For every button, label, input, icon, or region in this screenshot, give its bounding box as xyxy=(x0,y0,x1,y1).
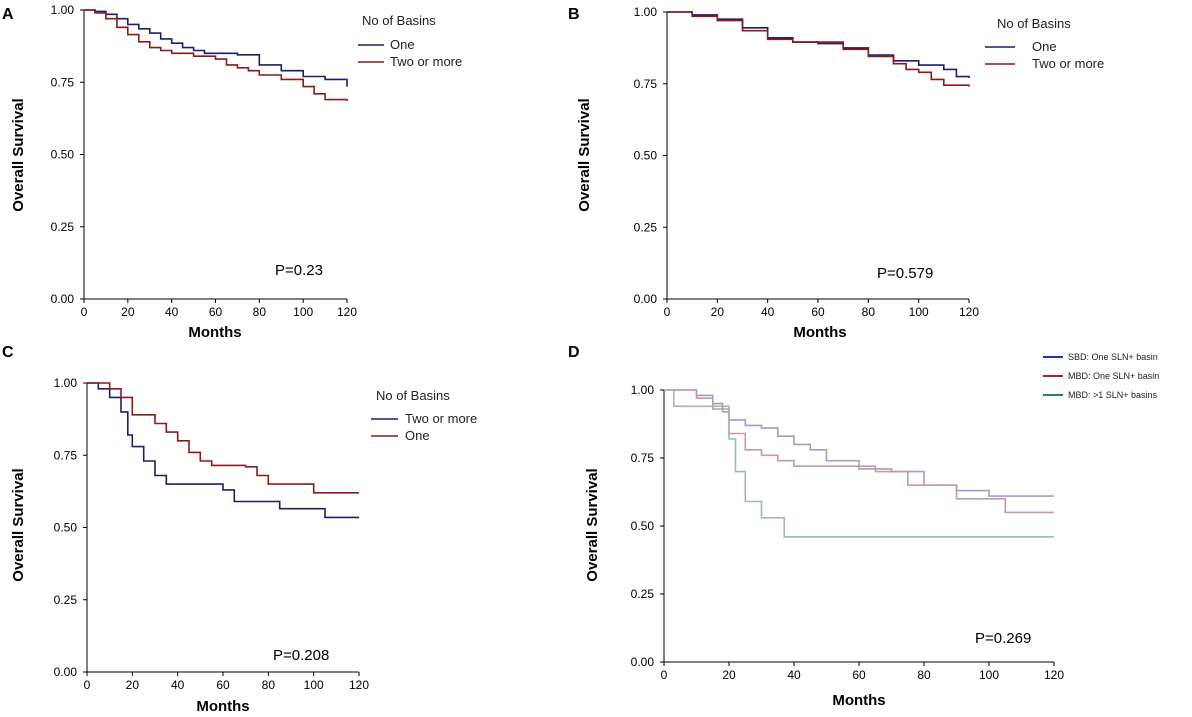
panel-a-y-tick-label-0.00: 0.00 xyxy=(51,292,75,306)
panel-c-x-tick-label-40: 40 xyxy=(171,678,185,692)
panel-a-letter: A xyxy=(2,6,14,23)
panel-c-y-tick-label-0.75: 0.75 xyxy=(54,448,78,462)
panel-d-curve-mbd-one-sln-basin xyxy=(664,389,1054,514)
panel-a-y-tick-label-0.75: 0.75 xyxy=(51,75,75,89)
panel-c-y-tick-label-0.25: 0.25 xyxy=(54,593,78,607)
panel-a-x-tick-label-120: 120 xyxy=(337,305,357,319)
panel-a-curve-one xyxy=(84,9,348,87)
panel-b-curve-two-or-more xyxy=(667,11,970,87)
panel-d-legend-label-mbd-multi: MBD: >1 SLN+ basins xyxy=(1068,390,1158,400)
panel-d-y-tick-label-0.50: 0.50 xyxy=(631,519,655,533)
panel-d-x-tick-label-100: 100 xyxy=(979,668,999,682)
panel-d-p-value: P=0.269 xyxy=(975,630,1031,647)
panel-d: D 0 20 40 60 80 100 120 0.00 0.25 0.50 0.75 1.00 Mo… xyxy=(568,344,1159,709)
panel-c-x-tick-label-100: 100 xyxy=(304,678,324,692)
panel-b-x-tick-label-60: 60 xyxy=(811,305,825,319)
panel-c-x-tick-label-80: 80 xyxy=(262,678,276,692)
panel-d-x-tick-label-20: 20 xyxy=(722,668,736,682)
panel-c: C 0 20 40 60 80 100 120 0.00 0.25 0.50 0.75 1.00 Mo… xyxy=(2,344,477,715)
panel-c-legend-label-one: One xyxy=(405,428,430,443)
panel-b-x-tick-label-40: 40 xyxy=(761,305,775,319)
panel-d-x-label: Months xyxy=(832,692,885,709)
panel-d-x-tick-label-0: 0 xyxy=(661,668,668,682)
panel-b-x-label: Months xyxy=(793,324,846,341)
panel-d-y-tick-label-0.25: 0.25 xyxy=(631,587,655,601)
panel-d-letter: D xyxy=(568,344,580,361)
panel-b-legend-label-one: One xyxy=(1032,39,1057,54)
panel-a-x-tick-label-20: 20 xyxy=(121,305,135,319)
panel-b-survival-curves xyxy=(667,11,970,87)
panel-d-y-tick-label-0.75: 0.75 xyxy=(631,451,655,465)
panel-a-y-tick-label-0.50: 0.50 xyxy=(51,148,75,162)
panel-d-y-tick-label-1.00: 1.00 xyxy=(631,383,655,397)
panel-b-y-tick-label-0.25: 0.25 xyxy=(634,220,658,234)
panel-a-p-value: P=0.23 xyxy=(275,262,323,279)
panel-a-x-label: Months xyxy=(188,324,241,341)
panel-c-x-label: Months xyxy=(196,698,249,715)
panel-a-x-tick-label-0: 0 xyxy=(81,305,88,319)
panel-c-letter: C xyxy=(2,344,14,361)
panel-c-survival-curves xyxy=(87,382,359,519)
panel-a-ticks: 0 20 40 60 80 100 120 0.00 0.25 0.50 0.75 1.00 xyxy=(51,3,358,319)
panel-b-x-tick-label-0: 0 xyxy=(664,305,671,319)
panel-c-p-value: P=0.208 xyxy=(273,647,329,664)
panel-a-x-tick-label-80: 80 xyxy=(253,305,267,319)
panel-d-x-tick-label-40: 40 xyxy=(787,668,801,682)
panel-d-survival-curves xyxy=(664,389,1054,538)
panel-b-x-tick-label-20: 20 xyxy=(711,305,725,319)
panel-d-x-tick-label-60: 60 xyxy=(852,668,866,682)
panel-a-y-tick-label-0.25: 0.25 xyxy=(51,220,75,234)
panel-b-y-tick-label-0.50: 0.50 xyxy=(634,149,658,163)
panel-d-legend-label-sbd: SBD: One SLN+ basin xyxy=(1068,352,1158,362)
panel-d-x-tick-label-120: 120 xyxy=(1044,668,1064,682)
panel-a-x-tick-label-40: 40 xyxy=(165,305,179,319)
panel-c-ticks: 0 20 40 60 80 100 120 0.00 0.25 0.50 0.75 1.00 xyxy=(54,376,370,692)
panel-d-ticks: 0 20 40 60 80 100 120 0.00 0.25 0.50 0.75 1.00 xyxy=(631,383,1065,682)
panel-a-y-label: Overall Survival xyxy=(10,98,27,211)
panel-c-y-tick-label-0.50: 0.50 xyxy=(54,521,78,535)
panel-b-y-tick-label-0.00: 0.00 xyxy=(634,292,658,306)
panel-c-y-label: Overall Survival xyxy=(10,468,27,581)
panel-c-y-tick-label-1.00: 1.00 xyxy=(54,376,78,390)
panel-a-x-tick-label-100: 100 xyxy=(293,305,313,319)
panel-a-legend-label-one: One xyxy=(390,37,415,52)
panel-a-x-tick-label-60: 60 xyxy=(209,305,223,319)
panel-d-curve-mbd-1-sln-basins xyxy=(664,389,1054,538)
panel-a-survival-curves xyxy=(84,9,348,101)
panel-b-x-tick-label-80: 80 xyxy=(862,305,876,319)
panel-b-letter: B xyxy=(568,6,580,23)
panel-b-x-tick-label-100: 100 xyxy=(909,305,929,319)
panel-b-y-tick-label-1.00: 1.00 xyxy=(634,5,658,19)
panel-d-legend-label-mbd-one: MBD: One SLN+ basin xyxy=(1068,371,1159,381)
panel-c-curve-one xyxy=(87,382,359,494)
panel-c-x-tick-label-60: 60 xyxy=(216,678,230,692)
panel-a-legend-label-two-or-more: Two or more xyxy=(390,54,462,69)
panel-c-legend-title: No of Basins xyxy=(376,388,450,403)
panel-a-y-tick-label-1.00: 1.00 xyxy=(51,3,75,17)
panel-b-ticks: 0 20 40 60 80 100 120 0.00 0.25 0.50 0.75 1.00 xyxy=(634,5,980,319)
panel-b-curve-one xyxy=(667,11,970,78)
panel-b: B 0 20 40 60 80 100 120 0.00 0.25 0.50 0.75 1.00 Mo… xyxy=(568,5,1104,341)
panel-d-y-label: Overall Survival xyxy=(584,468,601,581)
panel-d-x-tick-label-80: 80 xyxy=(917,668,931,682)
panel-b-legend-title: No of Basins xyxy=(997,16,1071,31)
panel-d-curve-sbd-one-sln-basin xyxy=(664,389,1054,497)
panel-c-y-tick-label-0.00: 0.00 xyxy=(54,665,78,679)
panel-a-curve-two-or-more xyxy=(84,9,348,101)
panel-b-p-value: P=0.579 xyxy=(877,265,933,282)
panel-b-y-label: Overall Survival xyxy=(576,98,593,211)
panel-b-x-tick-label-120: 120 xyxy=(959,305,979,319)
panel-c-x-tick-label-20: 20 xyxy=(126,678,140,692)
panel-c-legend-label-two-or-more: Two or more xyxy=(405,411,477,426)
panel-b-legend-label-two-or-more: Two or more xyxy=(1032,56,1104,71)
panel-a: A 0 20 40 60 80 100 120 0.00 0.25 0.50 0.75 1.00 Mo… xyxy=(2,3,462,341)
panel-c-x-tick-label-0: 0 xyxy=(84,678,91,692)
panel-b-y-tick-label-0.75: 0.75 xyxy=(634,77,658,91)
panel-d-y-tick-label-0.00: 0.00 xyxy=(631,655,655,669)
panel-c-curve-two-or-more xyxy=(87,382,359,519)
panel-c-x-tick-label-120: 120 xyxy=(349,678,369,692)
panel-a-legend-title: No of Basins xyxy=(362,13,436,28)
